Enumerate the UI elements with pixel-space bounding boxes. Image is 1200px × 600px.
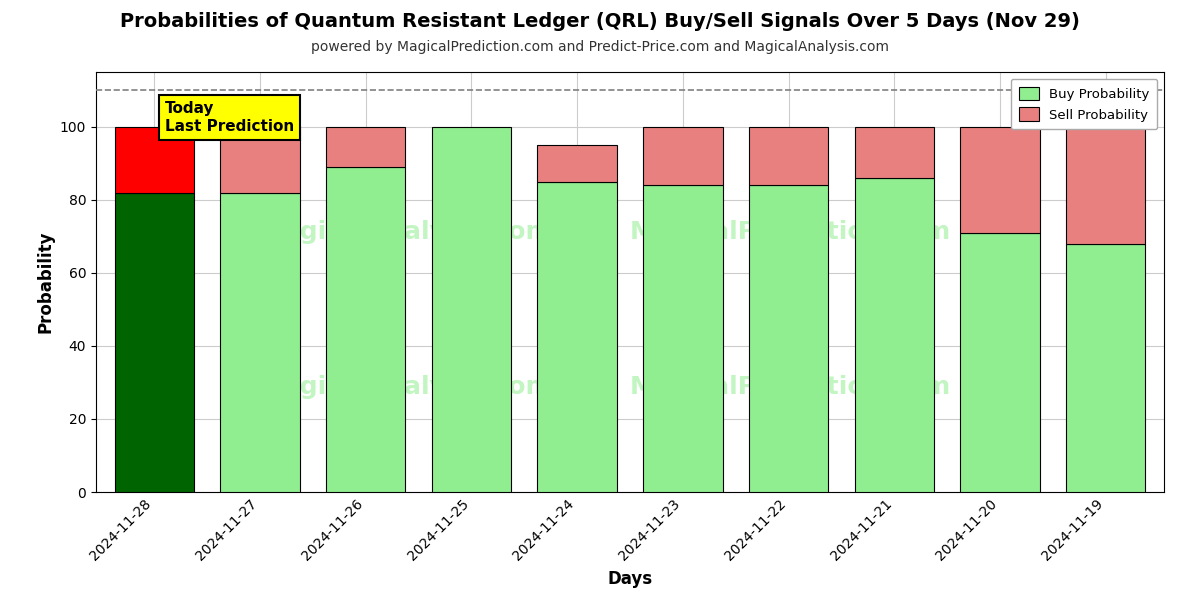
Bar <box>221 193 300 492</box>
Bar <box>749 127 828 185</box>
Bar <box>854 178 934 492</box>
Text: MagicalAnalysis.com: MagicalAnalysis.com <box>259 220 552 244</box>
Bar <box>960 233 1039 492</box>
Bar <box>326 127 406 167</box>
Text: powered by MagicalPrediction.com and Predict-Price.com and MagicalAnalysis.com: powered by MagicalPrediction.com and Pre… <box>311 40 889 54</box>
Text: Probabilities of Quantum Resistant Ledger (QRL) Buy/Sell Signals Over 5 Days (No: Probabilities of Quantum Resistant Ledge… <box>120 12 1080 31</box>
Bar <box>114 193 194 492</box>
Bar <box>643 127 722 185</box>
Bar <box>114 127 194 193</box>
Y-axis label: Probability: Probability <box>36 231 54 333</box>
Bar <box>854 127 934 178</box>
Text: MagicalPrediction.com: MagicalPrediction.com <box>630 220 950 244</box>
Text: MagicalPrediction.com: MagicalPrediction.com <box>630 375 950 399</box>
Bar <box>432 127 511 492</box>
Bar <box>1066 244 1146 492</box>
Bar <box>960 127 1039 233</box>
Bar <box>221 127 300 193</box>
Bar <box>538 145 617 182</box>
Legend: Buy Probability, Sell Probability: Buy Probability, Sell Probability <box>1010 79 1158 130</box>
Bar <box>326 167 406 492</box>
Bar <box>643 185 722 492</box>
Bar <box>538 182 617 492</box>
Text: Today
Last Prediction: Today Last Prediction <box>164 101 294 134</box>
X-axis label: Days: Days <box>607 571 653 589</box>
Bar <box>1066 127 1146 244</box>
Text: MagicalAnalysis.com: MagicalAnalysis.com <box>259 375 552 399</box>
Bar <box>749 185 828 492</box>
